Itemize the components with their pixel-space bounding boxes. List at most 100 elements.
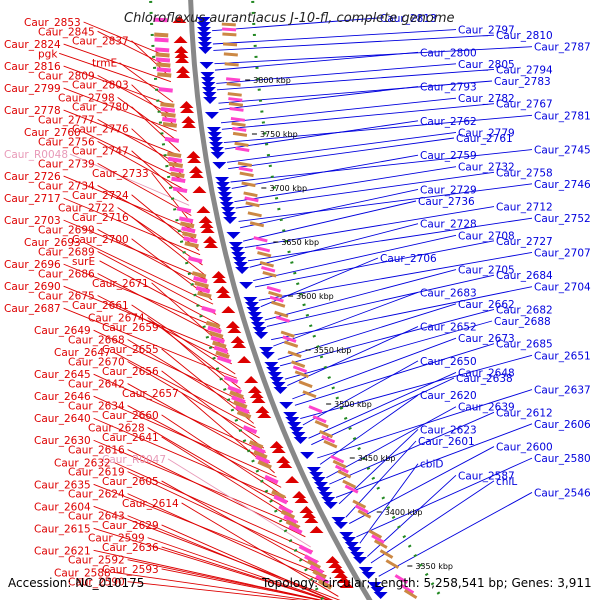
right-gene-label[interactable]: Caur_2712	[496, 202, 553, 214]
left-gene-label[interactable]: Caur_2700	[72, 234, 129, 246]
right-gene-label[interactable]: Caur_2782	[458, 93, 515, 105]
left-gene-label[interactable]: Caur_2699	[38, 224, 95, 236]
left-gene-label[interactable]: Caur_2641	[102, 432, 159, 444]
left-gene-label[interactable]: Caur_2845	[38, 26, 95, 38]
right-gene-label[interactable]: Caur_2761	[456, 133, 513, 145]
left-gene-label[interactable]: Caur_2668	[68, 335, 125, 347]
right-gene-label[interactable]: Caur_2707	[534, 247, 591, 259]
left-gene-label[interactable]: Caur_2686	[38, 268, 95, 280]
left-gene-label[interactable]: Caur_R0047	[102, 454, 166, 466]
right-gene-label[interactable]: Caur_2800	[420, 47, 477, 59]
left-gene-label[interactable]: Caur_2687	[4, 303, 61, 315]
left-gene-label[interactable]: Caur_2592	[68, 555, 125, 567]
left-gene-label[interactable]: Caur_2616	[68, 445, 125, 457]
right-gene-label[interactable]: cbiD	[420, 459, 443, 471]
right-gene-label[interactable]: Caur_2746	[534, 179, 591, 191]
right-gene-label[interactable]: Caur_2685	[496, 339, 553, 351]
left-gene-label[interactable]: Caur_2689	[38, 246, 95, 258]
left-gene-label[interactable]: Caur_2661	[72, 300, 129, 312]
left-gene-label[interactable]: Caur_2780	[72, 102, 129, 114]
left-gene-label[interactable]: Caur_2799	[4, 83, 61, 95]
right-gene-label[interactable]: Caur_2708	[458, 230, 515, 242]
left-gene-label[interactable]: Caur_2636	[102, 542, 159, 554]
left-gene-label[interactable]: Caur_2640	[34, 413, 91, 425]
left-gene-label[interactable]: Caur_2604	[34, 501, 91, 513]
left-gene-label[interactable]: Caur_2655	[102, 344, 159, 356]
left-gene-label[interactable]: Caur_2675	[38, 290, 95, 302]
left-gene-label[interactable]: Caur_2696	[4, 259, 61, 271]
right-gene-label[interactable]: Caur_2767	[496, 99, 553, 111]
left-gene-label[interactable]: trmE	[92, 58, 117, 70]
left-gene-label[interactable]: Caur_2624	[68, 489, 125, 501]
left-gene-label[interactable]: Caur_2777	[38, 114, 95, 126]
right-gene-label[interactable]: Caur_2650	[420, 356, 477, 368]
left-gene-label[interactable]: surE	[72, 256, 95, 268]
left-gene-label[interactable]: Caur_2837	[72, 36, 129, 48]
left-gene-label[interactable]: Caur_2657	[122, 388, 179, 400]
left-gene-label[interactable]: Caur_2621	[34, 545, 91, 557]
left-gene-label[interactable]: Caur_2717	[4, 193, 61, 205]
left-gene-label[interactable]: Caur_2643	[68, 511, 125, 523]
left-gene-label[interactable]: Caur_2671	[92, 278, 149, 290]
left-gene-label[interactable]: Caur_2659	[102, 322, 159, 334]
left-gene-label[interactable]: Caur_2703	[4, 215, 61, 227]
right-gene-label[interactable]: Caur_2794	[496, 64, 553, 76]
right-gene-label[interactable]: Caur_2727	[496, 236, 553, 248]
left-gene-label[interactable]: Caur_2674	[88, 313, 145, 325]
left-gene-label[interactable]: Caur_2656	[102, 366, 159, 378]
left-gene-label[interactable]: Caur_2724	[72, 190, 129, 202]
left-gene-label[interactable]: Caur_2824	[4, 39, 61, 51]
left-gene-label[interactable]: pgk	[38, 48, 58, 60]
right-gene-label[interactable]: Caur_2648	[458, 367, 515, 379]
left-gene-label[interactable]: Caur_2660	[102, 410, 159, 422]
left-gene-label[interactable]: Caur_2630	[34, 435, 91, 447]
right-gene-label[interactable]: Caur_2620	[420, 390, 477, 402]
right-gene-label[interactable]: Caur_2587	[458, 470, 515, 482]
right-gene-label[interactable]: Caur_2810	[496, 30, 553, 42]
right-gene-label[interactable]: Caur_2673	[458, 333, 515, 345]
left-gene-label[interactable]: Caur_2645	[34, 369, 91, 381]
right-gene-label[interactable]: Caur_2662	[458, 299, 515, 311]
right-gene-label[interactable]: Caur_2762	[420, 116, 477, 128]
right-gene-label[interactable]: Caur_2732	[458, 162, 515, 174]
right-gene-label[interactable]: Caur_2793	[420, 82, 477, 94]
right-gene-label[interactable]: Caur_2781	[534, 110, 591, 122]
left-gene-label[interactable]: Caur_R0048	[4, 149, 68, 161]
right-gene-label[interactable]: Caur_2752	[534, 213, 591, 225]
right-gene-label[interactable]: Caur_2787	[534, 42, 591, 54]
left-gene-label[interactable]: Caur_2619	[68, 467, 125, 479]
right-gene-label[interactable]: Caur_2728	[420, 219, 477, 231]
right-gene-label[interactable]: Caur_2546	[534, 487, 591, 499]
right-gene-label[interactable]: Caur_2580	[534, 453, 591, 465]
right-gene-label[interactable]: Caur_2652	[420, 322, 477, 334]
right-gene-label[interactable]: Caur_2705	[458, 265, 515, 277]
left-gene-label[interactable]: Caur_2615	[34, 523, 91, 535]
left-gene-label[interactable]: Caur_2647	[54, 347, 111, 359]
left-gene-label[interactable]: Caur_2816	[4, 61, 61, 73]
left-gene-label[interactable]: Caur_2747	[72, 146, 129, 158]
left-gene-label[interactable]: Caur_2778	[4, 105, 61, 117]
right-gene-label[interactable]: chlL	[496, 476, 517, 488]
left-gene-label[interactable]: Caur_2629	[102, 520, 159, 532]
left-gene-label[interactable]: Caur_2734	[38, 180, 95, 192]
right-gene-label[interactable]: Caur_2759	[420, 150, 477, 162]
left-gene-label[interactable]: Caur_2739	[38, 158, 95, 170]
left-gene-label[interactable]: Caur_2634	[68, 401, 125, 413]
left-gene-label[interactable]: Caur_2776	[72, 124, 129, 136]
right-gene-label[interactable]: Caur_2805	[458, 59, 515, 71]
left-gene-label[interactable]: Caur_2716	[72, 212, 129, 224]
left-gene-label[interactable]: Caur_2605	[102, 476, 159, 488]
right-gene-label[interactable]: Caur_2606	[534, 419, 591, 431]
left-gene-label[interactable]: Caur_2756	[38, 136, 95, 148]
right-gene-label[interactable]: Caur_2797	[458, 25, 515, 37]
left-gene-label[interactable]: Caur_2593	[102, 564, 159, 576]
left-gene-label[interactable]: Caur_2642	[68, 379, 125, 391]
right-gene-label[interactable]: Caur_2736	[418, 196, 475, 208]
left-gene-label[interactable]: Caur_2733	[92, 168, 149, 180]
right-gene-label[interactable]: Caur_2783	[494, 76, 551, 88]
right-gene-label[interactable]: Caur_2706	[380, 253, 437, 265]
left-gene-label[interactable]: Caur_2798	[58, 92, 115, 104]
right-gene-label[interactable]: Caur_2688	[494, 316, 551, 328]
left-gene-label[interactable]: Caur_2670	[68, 357, 125, 369]
right-gene-label[interactable]: Caur_2779	[458, 127, 515, 139]
